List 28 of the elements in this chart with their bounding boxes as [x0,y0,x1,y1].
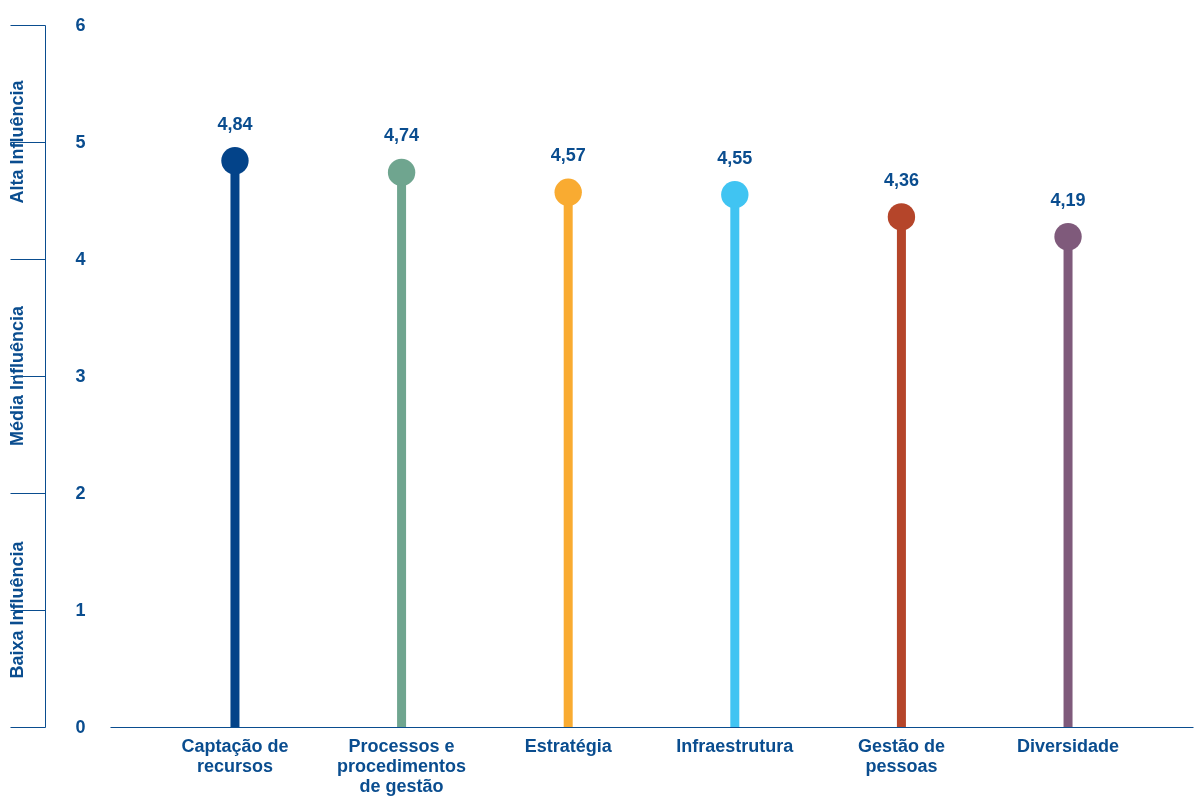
point [1054,223,1082,251]
data-label: 4,74 [384,125,420,146]
point [887,203,916,231]
y-tick-label: 5 [75,131,86,152]
data-label: 4,55 [717,147,753,168]
x-tick-label: Captação de recursos [181,735,289,776]
data-label: 4,19 [1050,189,1086,210]
point [387,158,416,187]
x-tick-label: Estratégia [524,735,613,756]
text: Média Influência [7,305,27,447]
data-label: 4,36 [883,169,919,190]
y-tick-label: 6 [75,14,86,35]
text: Baixa Influência [7,540,27,679]
text: Alta Influência [7,79,27,204]
point [721,180,749,209]
y-tick-label: 4 [75,248,86,269]
x-tick-label: Infraestrutura [676,735,795,756]
point [221,147,249,175]
x-tick-label: Gestão de pessoas [857,735,945,776]
data-label: 4,57 [550,145,586,166]
x-tick-label: Processos e procedimentos de gestão [337,735,467,796]
point [554,178,582,206]
y-tick-label: 3 [75,365,86,386]
y-tick-label: 0 [75,716,86,737]
y-tick-label: 1 [75,599,86,620]
y-tick-label: 2 [75,482,86,503]
x-tick-label: Diversidade [1017,735,1120,756]
data-label: 4,84 [217,113,253,134]
